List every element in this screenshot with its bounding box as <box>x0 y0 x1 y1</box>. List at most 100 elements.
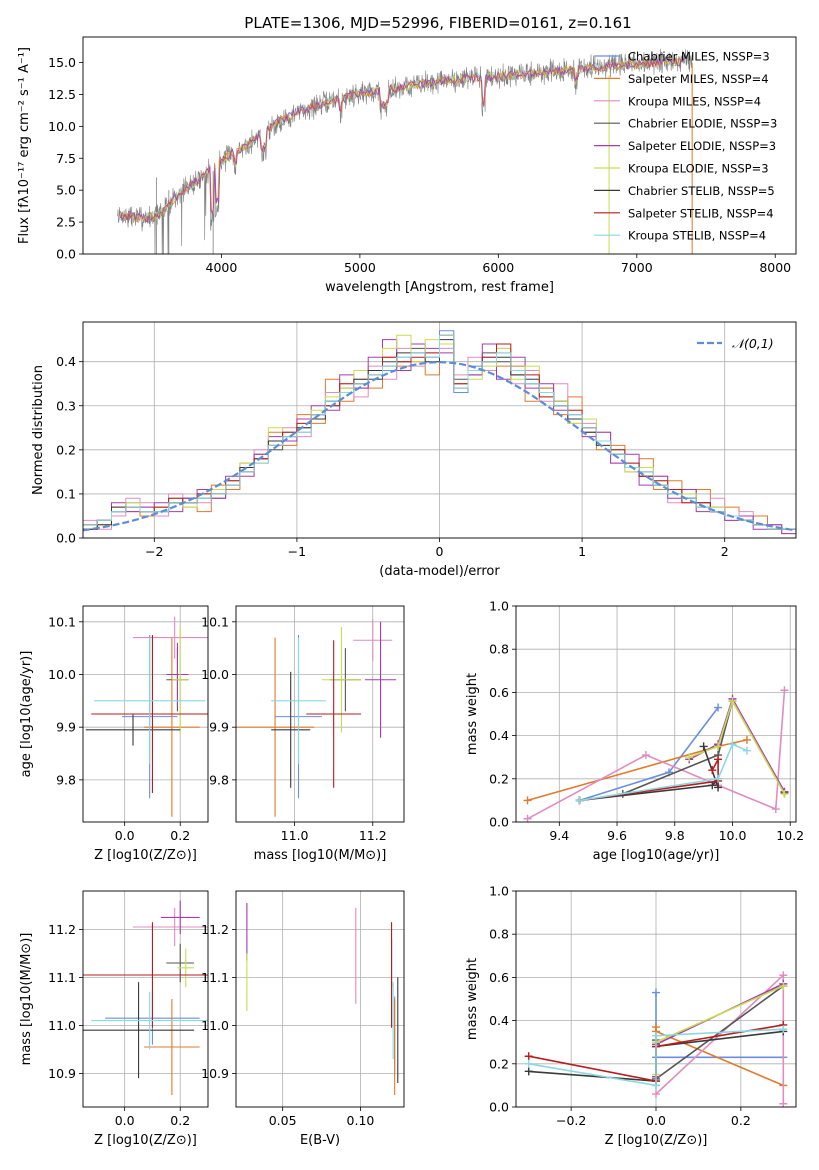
weight-marker <box>728 740 737 749</box>
weight-marker <box>652 1031 660 1040</box>
y-tick-label: 15.0 <box>48 55 76 70</box>
y-tick-label: 0.8 <box>489 642 509 657</box>
weight-marker <box>652 988 660 997</box>
y-axis-label: age [log10(age/yr)] <box>19 651 34 778</box>
y-tick-label: 9.9 <box>56 720 76 735</box>
y-tick-label: 0.6 <box>489 970 509 985</box>
weight-marker <box>524 1052 533 1061</box>
legend-label: 𝒩(0,1) <box>732 336 774 351</box>
y-tick-label: 11.1 <box>48 970 76 985</box>
y-axis-label: Flux [fλ10⁻¹⁷ erg cm⁻² s⁻¹ A⁻¹] <box>17 47 32 244</box>
weight-marker <box>714 742 723 751</box>
y-tick-label: 0.4 <box>489 1013 509 1028</box>
weight-marker <box>714 774 723 783</box>
x-tick-label: 0.2 <box>170 1113 190 1128</box>
y-tick-label: 10.9 <box>201 1066 229 1081</box>
weight-marker <box>699 742 708 751</box>
weight-marker <box>780 789 789 798</box>
x-tick-label: 11.2 <box>359 828 387 843</box>
y-tick-label: 0.0 <box>489 1100 509 1115</box>
weight-marker <box>779 982 788 991</box>
legend-label: Salpeter ELODIE, NSSP=3 <box>628 139 776 153</box>
weight-line <box>527 690 786 820</box>
observed-spectrum <box>117 48 693 254</box>
x-axis-label: Z [log10(Z/Z⊙)] <box>605 1133 708 1148</box>
y-tick-label: 1.0 <box>489 884 509 899</box>
plot-area <box>83 891 208 1107</box>
weight-marker <box>524 1059 533 1068</box>
x-tick-label: 8000 <box>759 260 791 275</box>
normal-curve <box>83 360 796 532</box>
y-tick-label: 11.0 <box>201 1018 229 1033</box>
legend-label: Salpeter STELIB, NSSP=4 <box>628 206 774 220</box>
y-tick-label: 2.5 <box>56 215 76 230</box>
axes-frame <box>235 890 405 1108</box>
mass-vs-metallicity-panel: 0.0 0.2 10.9 11.0 11.1 11.2 Z [log10(Z/Z⊙)] mas… <box>19 890 209 1148</box>
y-tick-label: 10.0 <box>201 667 229 682</box>
axes-frame <box>82 605 209 823</box>
model-spectrum <box>119 56 686 223</box>
y-tick-label: 0.2 <box>56 442 76 457</box>
weight-marker <box>714 703 723 712</box>
y-tick-label: 12.5 <box>48 87 76 102</box>
x-axis-label: age [log10(age/yr)] <box>593 848 720 863</box>
y-tick-label: 1.0 <box>489 599 509 614</box>
legend-label: Kroupa ELODIE, NSSP=3 <box>628 162 769 176</box>
x-tick-label: 0.10 <box>347 1113 375 1128</box>
weight-marker <box>779 1025 788 1034</box>
plot-area <box>83 606 208 822</box>
x-tick-label: 6000 <box>482 260 514 275</box>
weight-marker <box>523 814 532 822</box>
x-axis-label: Z [log10(Z/Z⊙)] <box>94 1133 197 1148</box>
plot-area <box>236 891 404 1107</box>
age-vs-metallicity-panel: 0.0 0.2 9.8 9.9 10.0 10.1 Z [log10(Z/Z⊙)] age [… <box>19 605 209 863</box>
weight-line <box>688 698 786 795</box>
y-tick-label: 10.1 <box>48 614 76 629</box>
x-tick-label: 0.2 <box>170 828 190 843</box>
x-tick-label: 9.4 <box>549 828 569 843</box>
x-tick-label: 9.6 <box>607 828 627 843</box>
x-tick-label: 1 <box>578 544 586 559</box>
spectrum-panel: 4000 5000 6000 7000 8000 0.0 2.5 5.0 7.5 10.0 12.5… <box>17 36 797 295</box>
x-tick-label: 7000 <box>621 260 653 275</box>
y-tick-label: 5.0 <box>56 183 76 198</box>
weight-marker <box>779 971 788 980</box>
y-tick-label: 0.1 <box>56 486 76 501</box>
weight-marker <box>575 796 584 805</box>
x-tick-label: 0.0 <box>115 1113 135 1128</box>
y-tick-label: 9.8 <box>56 772 76 787</box>
y-tick-label: 0.4 <box>489 728 509 743</box>
x-axis-label: E(B-V) <box>300 1133 340 1148</box>
y-tick-label: 11.2 <box>201 922 229 937</box>
y-axis-label: mass weight <box>465 673 480 755</box>
x-tick-label: −0.2 <box>556 1113 586 1128</box>
x-tick-label: −1 <box>288 544 306 559</box>
plot-area <box>516 606 796 822</box>
x-axis-label: mass [log10(M/M⊙)] <box>254 848 387 863</box>
y-tick-label: 0.0 <box>56 247 76 262</box>
y-tick-label: 9.9 <box>209 720 229 735</box>
x-axis-label: (data-model)/error <box>379 564 500 579</box>
x-tick-label: 11.0 <box>281 828 309 843</box>
weight-line <box>579 743 748 802</box>
axes-frame <box>515 605 797 823</box>
weight-vs-metallicity-panel: −0.2 0.0 0.2 0.0 0.2 0.4 0.6 0.8 1.0 Z [log10(Z/Z… <box>465 884 797 1148</box>
y-tick-label: 0.8 <box>489 927 509 942</box>
weight-marker <box>780 686 789 695</box>
x-tick-label: 10.2 <box>776 828 804 843</box>
model-spectrum <box>118 55 686 222</box>
y-axis-label: mass [log10(M/M⊙)] <box>19 933 34 1066</box>
axes-frame <box>82 890 209 1108</box>
y-tick-label: 10.0 <box>48 119 76 134</box>
y-tick-label: 10.1 <box>201 614 229 629</box>
weight-marker <box>641 751 650 760</box>
x-tick-label: 0.0 <box>115 828 135 843</box>
mass-vs-ebv-panel: 0.05 0.10 10.9 11.0 11.1 11.2 E(B-V) <box>201 890 405 1148</box>
legend-label: Chabrier ELODIE, NSSP=3 <box>628 117 777 131</box>
legend-label: Chabrier STELIB, NSSP=5 <box>628 184 775 198</box>
weight-marker <box>652 1081 660 1090</box>
y-tick-label: 0.6 <box>489 685 509 700</box>
plot-area <box>117 48 693 254</box>
weight-marker <box>742 735 751 744</box>
